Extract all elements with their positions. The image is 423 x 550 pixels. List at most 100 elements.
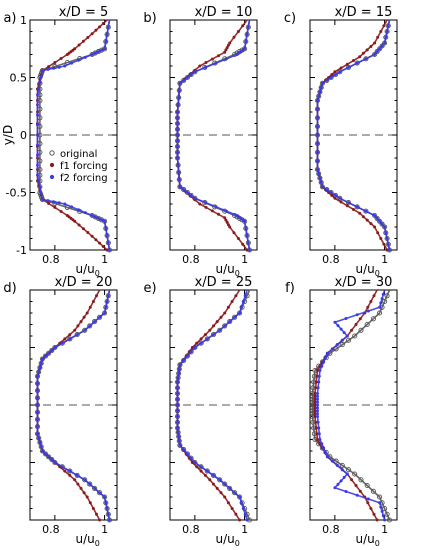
x-axis-label-main: u/u [356, 262, 375, 276]
f2-forcing-point [176, 116, 179, 120]
f2-forcing-point [193, 346, 197, 349]
f1-forcing-point [313, 415, 317, 418]
f2-forcing-point [380, 509, 384, 513]
panel-3: x/D = 15c)0.8 1u/u0 [284, 5, 398, 278]
x-tick-label: 1 [241, 253, 248, 266]
f2-forcing-point [355, 313, 359, 317]
f2-forcing-point [37, 436, 41, 440]
f2-forcing-point [317, 432, 321, 436]
original-point [377, 218, 383, 224]
f2-forcing-point [39, 445, 43, 449]
f2-forcing-point [36, 113, 39, 117]
f1-forcing-point [47, 65, 51, 69]
f1-forcing-point [333, 196, 337, 200]
original-point [333, 346, 339, 352]
original-point [210, 332, 217, 338]
f2-forcing-point [36, 163, 39, 167]
original-point [97, 490, 103, 496]
f2-forcing-point [246, 241, 250, 245]
f1-forcing-point [225, 220, 229, 224]
x-tick-label: 1 [381, 253, 388, 266]
original-point [377, 494, 383, 500]
f1-forcing-point [373, 225, 377, 229]
f1-forcing-point [77, 43, 81, 47]
f2-forcing-point [205, 469, 209, 473]
f1-forcing-point [91, 507, 95, 510]
f2-forcing-point [193, 196, 197, 200]
f2-forcing-point [316, 400, 319, 404]
f2-forcing-point [36, 143, 39, 147]
f2-forcing-point [378, 501, 382, 505]
x-axis-label-sub: 0 [95, 269, 100, 278]
f2-forcing-point [364, 209, 368, 213]
f1-forcing-point [223, 311, 227, 315]
f1-forcing-point [90, 234, 94, 238]
f2-forcing-point [75, 333, 79, 337]
f1-forcing-point [88, 501, 92, 505]
f1-forcing-point [313, 403, 317, 407]
original-point [67, 336, 73, 342]
f1-forcing-point [358, 489, 362, 493]
f1-forcing-point [91, 300, 95, 303]
original-point [370, 316, 376, 322]
f1-forcing-point [234, 512, 238, 516]
f2-forcing-point [388, 248, 391, 252]
f1-forcing-point [228, 225, 232, 229]
f2-forcing-point [176, 376, 180, 380]
f2-forcing-point [103, 311, 107, 315]
f2-forcing-point [316, 403, 319, 407]
f1-forcing-point [241, 24, 245, 28]
f2-forcing-point [320, 442, 324, 446]
original-point [358, 327, 364, 333]
f1-forcing-point [95, 512, 98, 516]
f2-forcing-point [177, 435, 181, 439]
f2-forcing-point [318, 438, 322, 441]
x-axis-label-sub: 0 [235, 539, 240, 548]
f2-forcing-point [316, 142, 319, 146]
f1-forcing-point [238, 518, 242, 522]
f2-forcing-point [381, 514, 385, 518]
f2-forcing-point [93, 51, 97, 55]
panel-title: x/D = 5 [59, 5, 109, 20]
f1-forcing-point [234, 294, 238, 298]
panel-4: x/D = 20d)0.8 1u/u0 [3, 275, 118, 548]
f2-forcing-point [39, 361, 43, 365]
f2-forcing-point [57, 65, 61, 69]
f1-forcing-point [101, 245, 105, 248]
original-point [67, 468, 73, 474]
f1-forcing-point [226, 223, 230, 227]
f1-forcing-point [210, 209, 214, 213]
legend-label: f1 forcing [60, 161, 108, 172]
f2-forcing-point [68, 469, 72, 473]
original-point [345, 467, 352, 473]
x-axis-label: u/u0 [216, 532, 240, 548]
f2-forcing-point [385, 30, 389, 33]
f2-forcing-point [104, 501, 108, 505]
x-tick-label: 0.8 [182, 523, 200, 536]
f1-forcing-point [204, 61, 208, 64]
f1-forcing-point [339, 66, 343, 70]
f2-forcing-point [212, 473, 215, 477]
f2-forcing-point [39, 191, 43, 195]
f2-forcing-point [347, 65, 350, 69]
f2-forcing-point [366, 497, 370, 501]
f1-forcing-point [204, 205, 208, 209]
legend-marker [49, 162, 55, 168]
f1-forcing-point [68, 473, 72, 477]
f2-forcing-point [241, 300, 245, 303]
original-point [227, 319, 233, 325]
f2-forcing-point [36, 381, 39, 385]
f2-forcing-point [342, 475, 346, 479]
f2-forcing-point [178, 81, 182, 85]
original-point [49, 457, 55, 463]
f2-forcing-point [40, 357, 44, 361]
original-point [382, 505, 388, 512]
x-tick-label: 1 [381, 523, 388, 536]
original-point [204, 336, 210, 342]
f2-forcing-point [46, 67, 50, 71]
f2-forcing-point [37, 179, 41, 183]
f2-forcing-point [324, 356, 327, 360]
original-point [345, 337, 352, 343]
